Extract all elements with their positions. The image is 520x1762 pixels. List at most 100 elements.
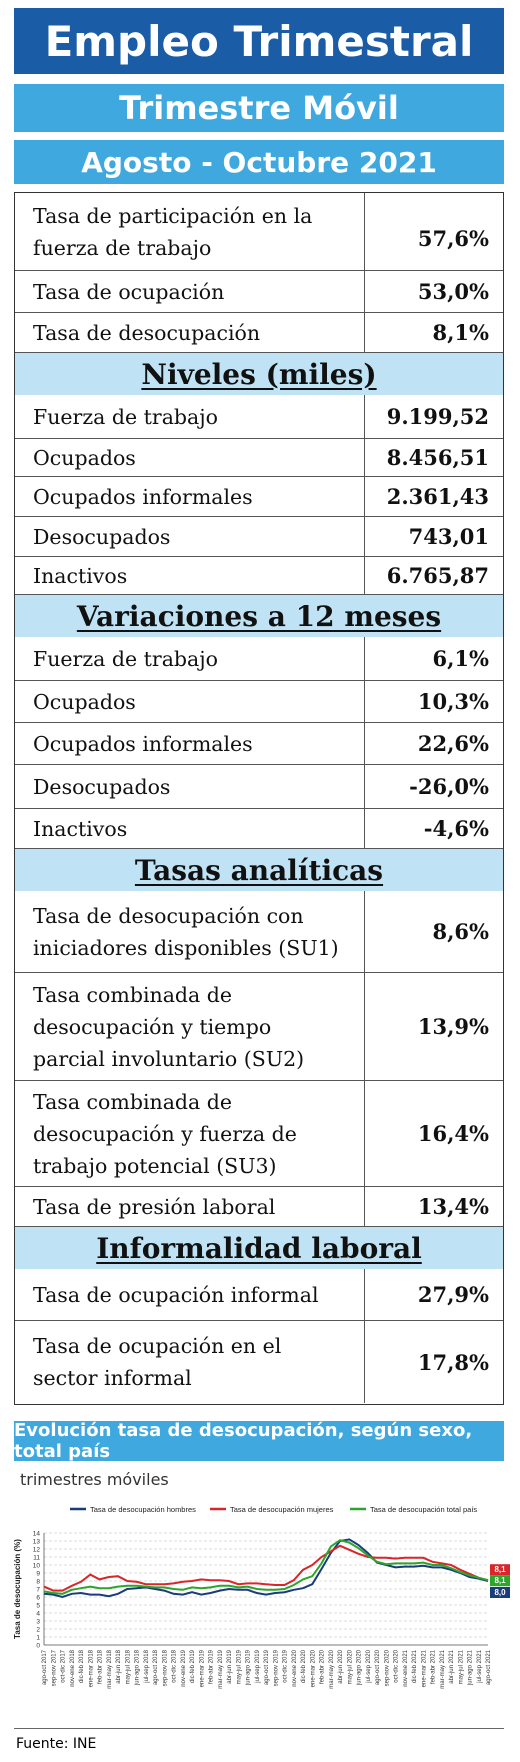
x-tick-label: ago-oct 2021 [486, 1649, 492, 1685]
x-tick-label: dic-feb 2020 [301, 1649, 307, 1683]
row-label: Tasa combinada de desocupación y tiempo … [15, 973, 365, 1080]
x-tick-label: mar-may 2021 [440, 1649, 446, 1688]
x-tick-label: abr-jun 2018 [116, 1649, 122, 1683]
x-tick-label: mar-may 2020 [329, 1649, 335, 1688]
row-value: 53,0% [417, 279, 489, 304]
row-label: Desocupados [15, 517, 365, 556]
table-row: Tasa de desocupación con iniciadores dis… [15, 891, 503, 973]
row-label: Tasa combinada de desocupación y fuerza … [15, 1081, 365, 1186]
row-value: 743,01 [408, 524, 489, 549]
row-value: 17,8% [417, 1349, 489, 1375]
y-tick-label: 12 [33, 1547, 41, 1554]
y-axis-label: Tasa de desocupación (%) [13, 1539, 22, 1639]
x-tick-label: feb-abr 2020 [320, 1649, 326, 1684]
x-tick-label: dic-feb 2019 [190, 1649, 196, 1683]
table-row: Tasa de ocupación 53,0% [15, 271, 503, 313]
x-tick-label: abr-jun 2019 [227, 1649, 233, 1683]
end-label: 8,1 [494, 1576, 506, 1585]
x-tick-label: jun-ago 2018 [135, 1649, 141, 1686]
x-tick-label: mar-may 2019 [218, 1649, 224, 1688]
y-tick-label: 13 [33, 1539, 41, 1546]
y-tick-label: 8 [36, 1579, 40, 1586]
x-tick-label: feb-abr 2021 [431, 1649, 437, 1684]
y-tick-label: 14 [33, 1531, 41, 1538]
table-row: Tasa de participación en la fuerza de tr… [15, 193, 503, 271]
table-row: Tasa de ocupación en el sector informal … [15, 1321, 503, 1403]
end-label-box [490, 1587, 510, 1598]
legend-label: Tasa de desocupación hombres [90, 1505, 196, 1514]
x-tick-label: jun-ago 2021 [468, 1649, 474, 1686]
x-tick-label: ene-mar 2020 [310, 1649, 316, 1687]
row-label: Inactivos [15, 809, 365, 848]
row-label: Tasa de ocupación informal [15, 1269, 365, 1320]
x-tick-label: nov-ene 2021 [403, 1649, 409, 1686]
x-tick-label: may-jul 2020 [347, 1649, 353, 1684]
row-value: 13,9% [417, 1014, 489, 1039]
legend-label: Tasa de desocupación total país [370, 1505, 477, 1514]
x-tick-label: oct-dic 2019 [283, 1649, 289, 1682]
x-tick-label: oct-dic 2017 [61, 1649, 67, 1682]
row-value: 6,1% [432, 646, 490, 671]
row-value: 16,4% [417, 1121, 489, 1146]
x-tick-label: nov-ene 2018 [70, 1649, 76, 1686]
row-label: Tasa de participación en la fuerza de tr… [15, 193, 365, 270]
x-tick-label: dic-feb 2021 [412, 1649, 418, 1683]
section-tasas-title: Tasas analíticas [15, 849, 503, 891]
row-label: Tasa de ocupación [15, 271, 365, 312]
x-tick-label: jul-sep 2018 [144, 1649, 150, 1683]
x-tick-label: nov-ene 2020 [292, 1649, 298, 1686]
source-note: Fuente: INE [16, 1736, 97, 1752]
row-value: 2.361,43 [386, 484, 489, 509]
chart-section-subtitle: trimestres móviles [20, 1470, 169, 1489]
row-label: Tasa de ocupación en el sector informal [15, 1321, 365, 1403]
unemployment-line-chart: Tasa de desocupación hombres Tasa de deso… [13, 1505, 510, 1689]
row-label: Ocupados informales [15, 477, 365, 516]
row-label: Tasa de presión laboral [15, 1187, 365, 1226]
row-label: Ocupados informales [15, 723, 365, 764]
table-row: Desocupados 743,01 [15, 517, 503, 557]
row-label: Fuerza de trabajo [15, 637, 365, 680]
y-tick-label: 11 [33, 1555, 40, 1562]
row-value: 13,4% [417, 1194, 489, 1219]
x-tick-label: sep-nov 2017 [51, 1649, 57, 1686]
indicators-table: Tasa de participación en la fuerza de tr… [14, 192, 504, 1405]
table-row: Ocupados 10,3% [15, 681, 503, 723]
x-tick-label: jun-ago 2020 [357, 1649, 363, 1686]
row-value: 57,6% [417, 226, 489, 251]
x-tick-label: nov-ene 2019 [181, 1649, 187, 1686]
y-tick-label: 4 [36, 1611, 40, 1618]
series-line [43, 1544, 489, 1592]
section-informalidad-title: Informalidad laboral [15, 1227, 503, 1269]
x-tick-label: sep-nov 2019 [273, 1649, 279, 1686]
row-value: -4,6% [423, 816, 489, 841]
end-label: 8,1 [494, 1565, 506, 1574]
period-label: Agosto - Octubre 2021 [14, 140, 504, 184]
table-row: Tasa de ocupación informal 27,9% [15, 1269, 503, 1321]
legend-label: Tasa de desocupación mujeres [230, 1505, 334, 1514]
row-value: 9.199,52 [386, 404, 489, 429]
x-tick-label: jul-sep 2021 [477, 1649, 483, 1683]
row-value: 8.456,51 [386, 445, 489, 470]
x-tick-label: oct-dic 2018 [172, 1649, 178, 1682]
x-tick-label: ene-mar 2018 [88, 1649, 94, 1687]
x-tick-label: jul-sep 2019 [255, 1649, 261, 1683]
y-tick-label: 2 [36, 1627, 40, 1634]
x-tick-label: abr-jun 2020 [338, 1649, 344, 1683]
y-tick-label: 7 [36, 1587, 40, 1594]
x-tick-label: feb-abr 2019 [209, 1649, 215, 1684]
x-tick-label: may-jul 2018 [125, 1649, 131, 1684]
table-row: Ocupados informales 22,6% [15, 723, 503, 765]
row-label: Ocupados [15, 439, 365, 476]
x-tick-label: abr-jun 2021 [449, 1649, 455, 1683]
table-row: Fuerza de trabajo 9.199,52 [15, 395, 503, 439]
x-tick-label: ene-mar 2021 [421, 1649, 427, 1687]
table-row: Desocupados -26,0% [15, 765, 503, 809]
row-label: Ocupados [15, 681, 365, 722]
y-tick-label: 10 [33, 1563, 41, 1570]
table-row: Ocupados 8.456,51 [15, 439, 503, 477]
y-tick-label: 6 [36, 1595, 40, 1602]
end-label: 8,0 [494, 1588, 506, 1597]
divider [14, 1728, 504, 1729]
x-tick-label: jun-ago 2019 [246, 1649, 252, 1686]
x-tick-label: may-jul 2021 [458, 1649, 464, 1684]
